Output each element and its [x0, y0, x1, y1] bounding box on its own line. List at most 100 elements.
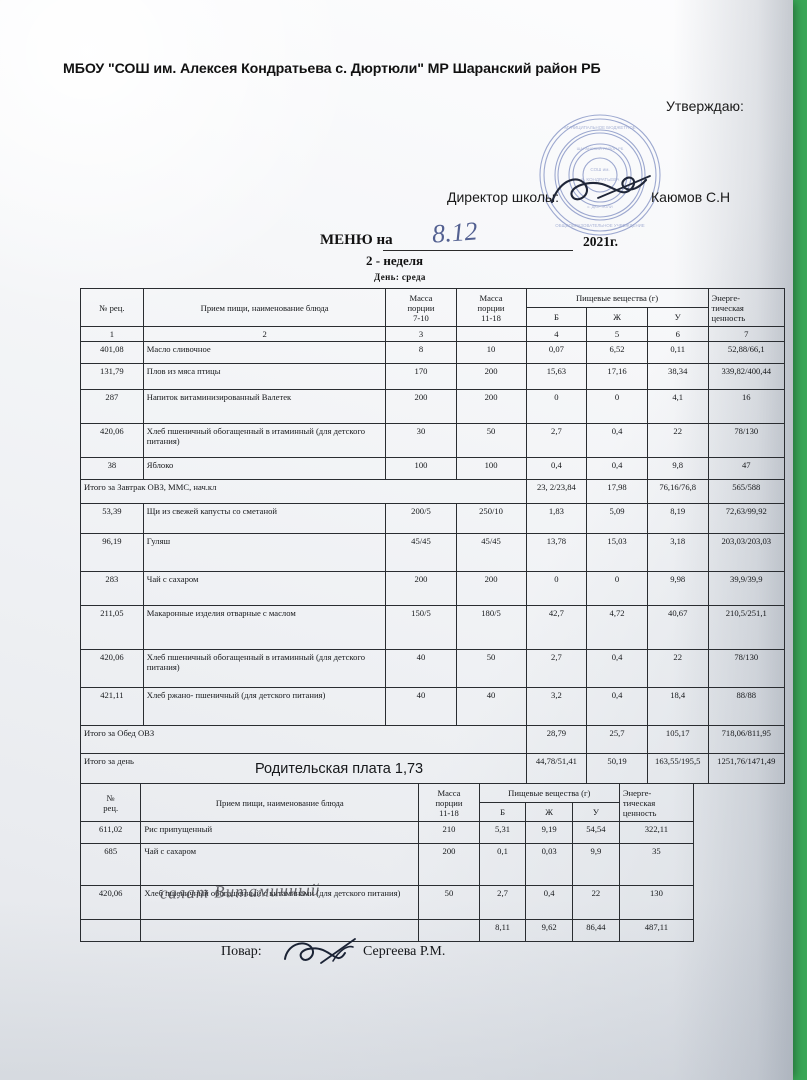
- cell-u: 0,11: [646, 341, 709, 364]
- cell-u: 4,1: [646, 389, 709, 424]
- cell-name: Хлеб пшеничный обогащенный в итаминный (…: [142, 649, 387, 688]
- mass2-line-1: Масса: [479, 292, 503, 303]
- p-energy-line-2: тическая: [622, 797, 656, 808]
- cell-num: 420,06: [80, 423, 144, 458]
- parent-header-subrow: Б Ж У: [81, 802, 694, 822]
- cell-mass-7-10: 100: [385, 457, 457, 480]
- cell-mass-7-10: 45/45: [385, 533, 457, 572]
- p-cell-num: 611,02: [79, 821, 142, 844]
- cell-energy: 78/130: [707, 423, 786, 458]
- menu-day: День: среда: [374, 272, 426, 282]
- total-b: 23, 2/23,84: [525, 479, 588, 504]
- col-number-2: 2: [142, 326, 387, 342]
- table-row: 420,06 Хлеб пшеничный обогащенный в итами…: [80, 423, 786, 458]
- table-row: 96,19 Гуляш 45/45 45/45 13,78 15,03 3,18 203,03…: [80, 533, 786, 572]
- cell-mass-7-10: 170: [385, 363, 457, 390]
- cell-b: 2,7: [525, 649, 588, 688]
- p-cell-b: 8,11: [478, 919, 527, 942]
- cell-zh: 6,52: [586, 341, 648, 364]
- p-col-header-u: У: [571, 802, 620, 822]
- cell-name: Напиток витаминизированный Валетек: [142, 389, 387, 424]
- mass2-line-2: порции: [477, 302, 505, 313]
- cell-b: 15,63: [525, 363, 588, 390]
- svg-text:СОШ им.: СОШ им.: [590, 167, 609, 172]
- cell-zh: 0,4: [586, 649, 648, 688]
- col-number-4: [455, 326, 527, 342]
- cell-energy: 88/88: [707, 687, 786, 726]
- p-num-line-1: №: [106, 792, 115, 803]
- cell-energy: 210,5/251,1: [707, 605, 786, 650]
- p-mass-line-3: 11-18: [439, 807, 459, 818]
- cell-mass-11-18: 45/45: [455, 533, 527, 572]
- cell-mass-11-18: 50: [455, 423, 527, 458]
- parent-table-row: 611,02 Рис припущенный 210 5,31 9,19 54,54 322…: [79, 821, 695, 844]
- cell-mass-7-10: 40: [385, 687, 457, 726]
- col-header-b: Б: [525, 307, 588, 327]
- col-number-6: 5: [586, 326, 648, 342]
- table-row: 420,06 Хлеб пшеничный обогащенный в итами…: [80, 649, 786, 688]
- cell-energy: 16: [707, 389, 786, 424]
- cell-mass-7-10: 200: [385, 389, 457, 424]
- cell-u: 9,98: [646, 571, 709, 606]
- mass-line-3: 7-10: [413, 312, 429, 323]
- cell-name: Макаронные изделия отварные с маслом: [142, 605, 387, 650]
- total-u: 76,16/76,8: [646, 479, 709, 504]
- cell-b: 0,07: [525, 341, 588, 364]
- cell-mass-7-10: 150/5: [385, 605, 457, 650]
- energy-line-3: ценность: [711, 312, 746, 323]
- energy-line-1: Энерге-: [711, 292, 741, 303]
- approve-label: Утверждаю:: [666, 98, 744, 114]
- col-number-1: 1: [80, 326, 144, 342]
- p-cell-u: 22: [571, 885, 620, 920]
- p-cell-u: 54,54: [571, 821, 620, 844]
- cell-num: 96,19: [80, 533, 144, 572]
- director-name: Каюмов С.Н: [651, 189, 731, 205]
- p-cell-name: Хлеб пшеничный обогащенный с витаминами …: [140, 885, 420, 920]
- cell-energy: 52,88/66,1: [707, 341, 786, 364]
- cell-u: 22: [646, 423, 709, 458]
- cell-mass-7-10: 40: [385, 649, 457, 688]
- p-cell-mass: 50: [418, 885, 480, 920]
- cell-zh: 0: [586, 571, 648, 606]
- cell-mass-11-18: 40: [455, 687, 527, 726]
- menu-week: 2 - неделя: [366, 253, 424, 268]
- cell-mass-11-18: 50: [455, 649, 527, 688]
- total-label: Итого за Обед ОВЗ: [80, 725, 527, 754]
- cell-num: 53,39: [80, 503, 144, 534]
- cell-mass-7-10: 8: [385, 341, 457, 364]
- p-col-header-energy: Энерге- тическая ценность: [618, 783, 695, 822]
- organization-title: МБОУ "СОШ им. Алексея Кондратьева с. Дюр…: [63, 61, 601, 77]
- svg-text:с. ДЮРТЮЛИ: с. ДЮРТЮЛИ: [587, 204, 612, 209]
- cell-mass-11-18: 100: [455, 457, 527, 480]
- col-number-8: 7: [707, 326, 786, 342]
- p-cell-mass: 200: [418, 843, 480, 886]
- total-e: 1251,76/1471,49: [707, 753, 786, 784]
- director-signature-icon: [550, 175, 651, 204]
- cell-u: 38,34: [646, 363, 709, 390]
- p-cell-num: 420,06: [79, 885, 142, 920]
- official-stamp-icon: МУНИЦИПАЛЬНОЕ БЮДЖЕТНОЕ ОБЩЕОБРАЗОВАТЕЛЬ…: [539, 114, 661, 236]
- cell-name: Плов из мяса птицы: [142, 363, 387, 390]
- cell-b: 13,78: [525, 533, 588, 572]
- cell-energy: 47: [707, 457, 786, 480]
- p-cell-b: 0,1: [478, 843, 527, 886]
- cell-name: Яблоко: [142, 457, 387, 480]
- menu-date-handwritten: 8.12: [431, 216, 479, 249]
- cell-b: 0: [525, 571, 588, 606]
- energy-line-2: тическая: [711, 302, 744, 313]
- p-col-header-mass: Масса порции 11-18: [418, 783, 480, 822]
- cook-label: Повар:: [221, 944, 262, 959]
- table-total-row: Итого за Завтрак ОВЗ, ММС, нач.кл 23, 2/2…: [80, 479, 786, 504]
- parent-table-row: 8,11 9,62 86,44 487,11: [79, 919, 695, 942]
- parent-payment-label: Родительская плата 1,73: [255, 761, 424, 777]
- col-header-mass-7-10: Масса порции 7-10: [385, 288, 457, 327]
- svg-text:А. КОНДРАТЬЕВА: А. КОНДРАТЬЕВА: [581, 177, 620, 182]
- cell-name: Гуляш: [142, 533, 387, 572]
- cell-zh: 4,72: [586, 605, 648, 650]
- cell-mass-11-18: 200: [455, 571, 527, 606]
- cell-num: 283: [80, 571, 144, 606]
- cell-u: 3,18: [646, 533, 709, 572]
- p-col-header-name: Прием пищи, наименование блюда: [140, 783, 420, 822]
- cell-energy: 339,82/400,44: [707, 363, 786, 390]
